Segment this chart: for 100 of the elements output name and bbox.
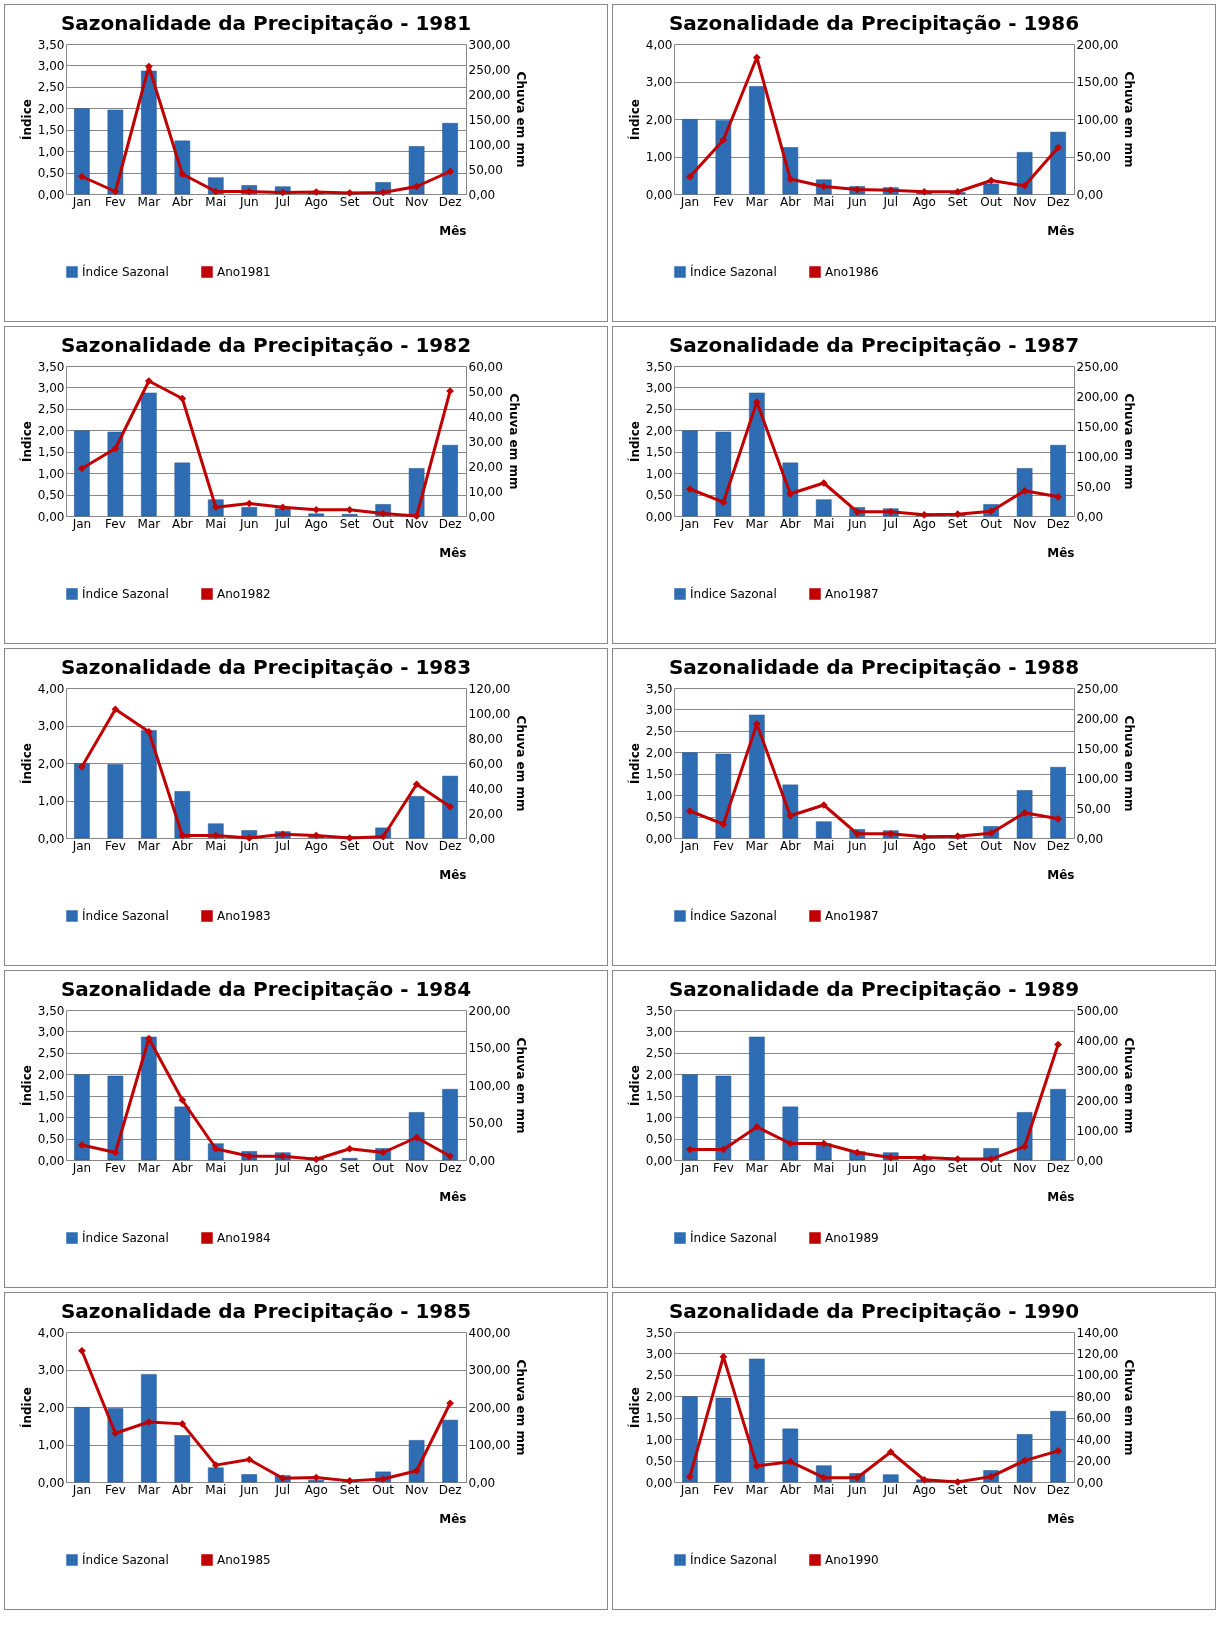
y-tick-label: 4,00 [37,681,65,696]
y-tick-label: 1,50 [37,123,65,138]
y2-tick-label: 50,00 [1076,479,1111,494]
y-axis-title: Índice [626,99,642,140]
x-tick-label: Jul [882,1482,898,1497]
y-tick-label: 3,00 [37,719,65,733]
x-tick-label: Nov [1012,1482,1037,1497]
x-tick-label: Out [372,838,395,853]
y-axis-title: Índice [18,421,34,462]
x-tick-label: Out [372,1482,395,1497]
x-tick-label: Out [980,516,1003,531]
y2-axis-title: Chuva em mm [1122,1037,1137,1134]
y-axis-title: Índice [626,1387,642,1428]
y-tick-label: 1,50 [645,767,673,782]
y2-tick-label: 120,00 [468,681,511,696]
chart-title: Sazonalidade da Precipitação - 1984 [60,977,472,1001]
x-tick-label: Dez [1046,516,1070,531]
legend-label: Índice Sazonal [690,1552,777,1567]
y-tick-label: 0,50 [645,1454,673,1469]
y2-tick-label: 0,00 [468,1153,496,1168]
x-tick-label: Dez [438,1160,462,1175]
legend-label: Índice Sazonal [690,908,777,923]
x-tick-label: Jan [71,838,92,853]
y-tick-label: 0,50 [645,810,673,825]
y-tick-label: 0,00 [37,187,65,202]
x-tick-label: Ago [304,838,328,853]
legend-label: Índice Sazonal [82,1552,169,1567]
legend-label: Índice Sazonal [82,1230,169,1245]
x-tick-label: Out [980,1482,1003,1497]
y2-tick-label: 0,00 [1076,187,1104,202]
x-tick-label: Mai [205,194,227,209]
x-axis-title: Mês [439,1189,467,1204]
chart-title: Sazonalidade da Precipitação - 1986 [668,11,1080,35]
y-tick-label: 0,00 [645,1153,673,1168]
x-tick-label: Jun [846,516,867,531]
x-tick-label: Mai [813,194,835,209]
x-tick-label: Dez [438,194,462,209]
y2-tick-label: 60,00 [468,359,503,374]
x-tick-label: Out [372,194,395,209]
x-axis-title: Mês [439,545,467,560]
y2-tick-label: 200,00 [468,1003,511,1018]
y-tick-label: 0,00 [37,509,65,524]
y-axis-title: Índice [626,1065,642,1106]
y-tick-label: 1,50 [645,1411,673,1426]
x-tick-label: Abr [779,1160,801,1175]
chart-title: Sazonalidade da Precipitação - 1983 [60,655,472,679]
y-tick-label: 1,00 [37,794,65,808]
y-tick-label: 2,50 [37,402,65,417]
y-tick-label: 1,00 [37,466,65,481]
y2-tick-label: 20,00 [468,459,503,474]
y2-tick-label: 100,00 [1076,112,1119,127]
y-tick-label: 0,00 [37,831,65,846]
x-tick-label: Nov [404,838,429,853]
x-tick-label: Dez [438,1482,462,1497]
legend-label: Índice Sazonal [82,908,169,923]
y-tick-label: 1,00 [645,788,673,803]
x-tick-label: Set [947,838,968,853]
y-tick-label: 0,50 [645,488,673,503]
x-tick-label: Ago [912,194,936,209]
y-axis-title: Índice [18,743,34,784]
y-tick-label: 0,00 [37,1153,65,1168]
x-tick-label: Dez [1046,194,1070,209]
x-tick-label: Jun [238,838,259,853]
x-tick-label: Fev [105,1160,126,1175]
x-axis-title: Mês [1047,1189,1075,1204]
x-axis-title: Mês [1047,867,1075,882]
x-tick-label: Set [339,1160,360,1175]
x-tick-label: Mar [745,1482,769,1497]
y2-tick-label: 100,00 [1076,449,1119,464]
x-tick-label: Jun [846,194,867,209]
y2-tick-label: 0,00 [468,509,496,524]
y-tick-label: 3,00 [645,1346,673,1361]
x-tick-label: Jul [274,1160,290,1175]
y-tick-label: 1,00 [645,466,673,481]
x-tick-label: Jun [238,1482,259,1497]
y2-tick-label: 80,00 [468,731,503,746]
x-tick-label: Ago [912,516,936,531]
y-tick-label: 1,00 [37,1438,65,1452]
x-tick-label: Mar [137,1482,161,1497]
x-tick-label: Mai [205,516,227,531]
y-tick-label: 0,00 [645,509,673,524]
x-tick-label: Abr [171,194,193,209]
y2-tick-label: 200,00 [1076,389,1119,404]
y2-axis-title: Chuva em mm [506,393,521,490]
y2-tick-label: 100,00 [468,1438,511,1452]
x-axis-title: Mês [1047,545,1075,560]
legend-label: Ano1989 [825,1231,879,1245]
y2-tick-label: 150,00 [1076,741,1119,756]
legend-label: Ano1987 [825,909,879,923]
y-tick-label: 2,50 [645,1046,673,1061]
y2-axis-title: Chuva em mm [514,71,529,168]
y2-tick-label: 0,00 [1076,831,1104,846]
y-tick-label: 2,00 [37,423,65,438]
legend-label: Ano1981 [217,265,271,279]
y-tick-label: 3,50 [37,1003,65,1018]
x-tick-label: Mai [205,1160,227,1175]
x-axis-title: Mês [439,223,467,238]
y2-tick-label: 0,00 [1076,509,1104,524]
x-tick-label: Mar [745,194,769,209]
y2-axis-title: Chuva em mm [1122,393,1137,490]
